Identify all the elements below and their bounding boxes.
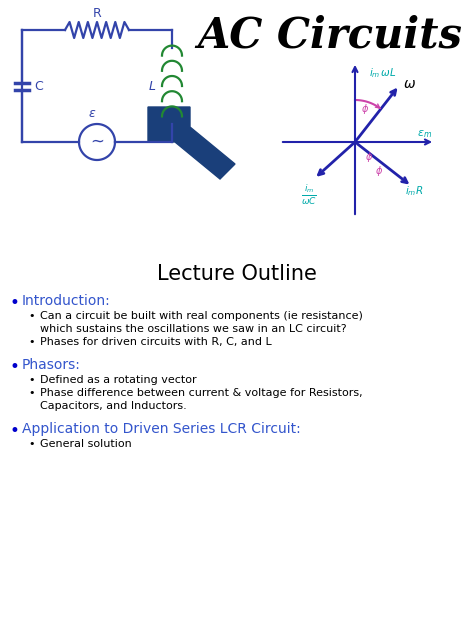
Text: Defined as a rotating vector: Defined as a rotating vector <box>40 375 197 385</box>
Text: •: • <box>28 311 35 321</box>
Text: •: • <box>10 422 20 440</box>
Text: C: C <box>34 80 43 92</box>
Text: •: • <box>28 337 35 347</box>
Text: $\phi$: $\phi$ <box>375 164 383 178</box>
Text: ~: ~ <box>90 133 104 151</box>
Text: General solution: General solution <box>40 439 132 449</box>
Polygon shape <box>148 107 235 179</box>
Text: Capacitors, and Inductors.: Capacitors, and Inductors. <box>40 401 187 411</box>
Text: $\omega$: $\omega$ <box>403 77 416 91</box>
Text: •: • <box>10 358 20 376</box>
Text: AC Circuits: AC Circuits <box>198 14 463 56</box>
Text: $\overline{\omega C}$: $\overline{\omega C}$ <box>301 193 317 207</box>
Text: •: • <box>28 388 35 398</box>
Text: ε: ε <box>89 107 95 120</box>
Text: $i_m R$: $i_m R$ <box>405 184 423 198</box>
Text: Phase difference between current & voltage for Resistors,: Phase difference between current & volta… <box>40 388 363 398</box>
Text: Phases for driven circuits with R, C, and L: Phases for driven circuits with R, C, an… <box>40 337 272 347</box>
Text: L: L <box>148 80 155 92</box>
Text: $\phi$: $\phi$ <box>361 102 369 116</box>
Text: •: • <box>28 439 35 449</box>
Text: •: • <box>10 294 20 312</box>
Text: Introduction:: Introduction: <box>22 294 111 308</box>
Text: Phasors:: Phasors: <box>22 358 81 372</box>
Text: which sustains the oscillations we saw in an LC circuit?: which sustains the oscillations we saw i… <box>40 324 346 334</box>
Text: $\phi$: $\phi$ <box>365 150 373 164</box>
Text: $i_m\,\omega L$: $i_m\,\omega L$ <box>369 66 397 80</box>
Text: R: R <box>92 7 101 20</box>
Text: $\varepsilon_m$: $\varepsilon_m$ <box>417 128 432 140</box>
Text: Can a circuit be built with real components (ie resistance): Can a circuit be built with real compone… <box>40 311 363 321</box>
Text: •: • <box>28 375 35 385</box>
Text: Application to Driven Series LCR Circuit:: Application to Driven Series LCR Circuit… <box>22 422 301 436</box>
Text: Lecture Outline: Lecture Outline <box>157 264 317 284</box>
Text: $i_m$: $i_m$ <box>304 183 314 195</box>
